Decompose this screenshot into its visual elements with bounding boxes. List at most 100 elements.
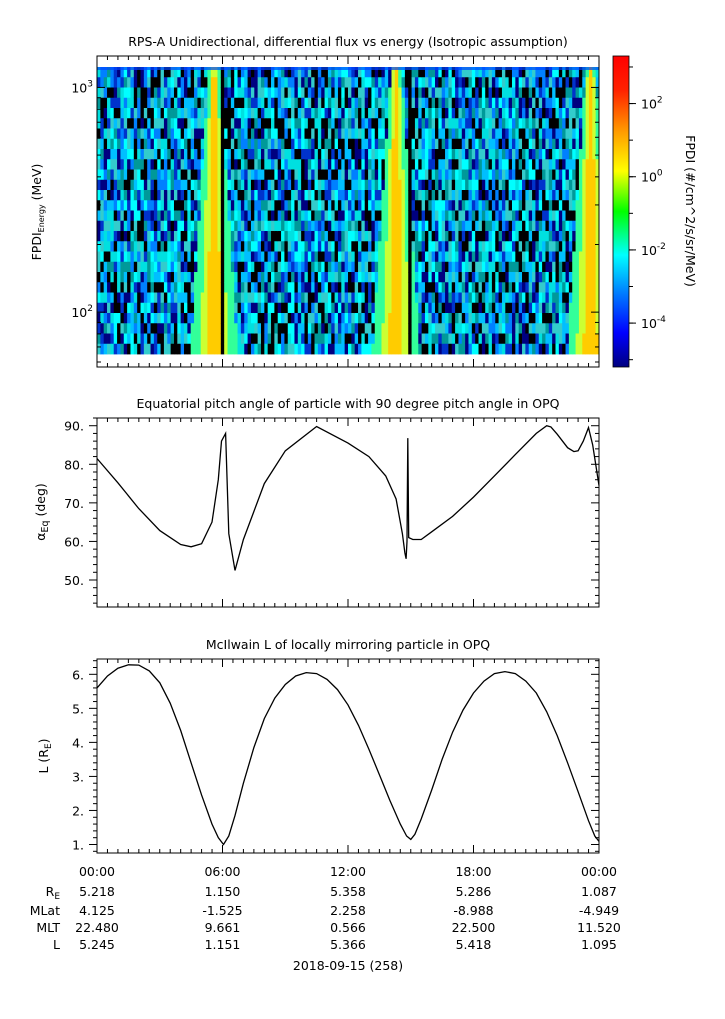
spectrogram-cell xyxy=(227,169,232,181)
spectrogram-cell xyxy=(237,77,242,88)
spectrogram-cell xyxy=(418,118,423,129)
spectrogram-cell xyxy=(274,210,279,222)
spectrogram-cell xyxy=(197,149,202,160)
spectrogram-cell xyxy=(498,343,503,355)
spectrogram-cell xyxy=(555,220,560,232)
spectrogram-cell xyxy=(528,323,533,334)
spectrogram-cell xyxy=(190,200,195,211)
spectrogram-cell xyxy=(244,97,248,109)
spectrogram-cell xyxy=(267,313,272,324)
spectrogram-cell xyxy=(327,159,332,170)
spectrogram-cell xyxy=(478,282,483,293)
spectrogram-cell xyxy=(204,272,208,283)
spectrogram-cell xyxy=(535,190,540,201)
spectrogram-cell xyxy=(384,108,389,119)
spectrogram-cell xyxy=(294,210,299,222)
spectrogram-cell xyxy=(465,138,469,150)
spectrogram-cell xyxy=(143,251,148,263)
spectrogram-cell xyxy=(461,77,466,88)
spectrogram-cell xyxy=(358,179,362,191)
spectrogram-cell xyxy=(578,200,583,211)
spectrogram-cell xyxy=(401,282,406,293)
spectrogram-cell xyxy=(127,87,131,99)
spectrogram-cell xyxy=(234,241,238,252)
spectrogram-cell xyxy=(140,159,145,170)
spectrogram-cell xyxy=(445,241,449,252)
spectrogram-cell xyxy=(535,282,540,293)
spectrogram-cell xyxy=(230,261,235,273)
spectrogram-cell xyxy=(337,97,342,109)
spectrogram-cell xyxy=(508,302,513,314)
spectrogram-cell xyxy=(575,97,580,109)
spectrogram-cell xyxy=(435,67,439,78)
spectrogram-cell xyxy=(97,292,101,304)
spectrogram-cell xyxy=(317,210,322,222)
spectrogram-cell xyxy=(210,261,215,273)
spectrogram-cell xyxy=(113,261,118,273)
spectrogram-cell xyxy=(495,323,499,334)
spectrogram-cell xyxy=(180,77,185,88)
spectrogram-cell xyxy=(411,169,416,181)
spectrogram-cell xyxy=(187,343,192,355)
spectrogram-cell xyxy=(414,282,419,293)
spectrogram-cell xyxy=(428,179,433,191)
spectrogram-cell xyxy=(368,343,372,355)
spectrogram-cell xyxy=(528,343,533,355)
spectrogram-cell xyxy=(388,128,392,140)
spectrogram-cell xyxy=(341,138,346,150)
spectrogram-cell xyxy=(404,159,409,170)
spectrogram-cell xyxy=(294,333,299,345)
spectrogram-cell xyxy=(428,261,433,273)
spectrogram-cell xyxy=(217,108,222,119)
spectrogram-cell xyxy=(173,190,178,201)
spectrogram-cell xyxy=(414,231,419,242)
spectrogram-cell xyxy=(291,169,295,181)
spectrogram-cell xyxy=(177,343,182,355)
spectrogram-cell xyxy=(187,67,192,78)
spectrogram-cell xyxy=(568,159,573,170)
spectrogram-cell xyxy=(374,302,379,314)
spectrogram-cell xyxy=(197,282,202,293)
spectrogram-cell xyxy=(110,241,115,252)
spectrogram-cell xyxy=(210,118,215,129)
spectrogram-cell xyxy=(578,333,583,345)
spectrogram-cell xyxy=(465,220,469,232)
spectrogram-cell xyxy=(491,251,496,263)
spectrogram-cell xyxy=(572,200,576,211)
spectrogram-cell xyxy=(271,261,275,273)
spectrogram-cell xyxy=(97,87,101,99)
spectrogram-cell xyxy=(177,190,182,201)
spectrogram-cell xyxy=(250,118,255,129)
spectrogram-cell xyxy=(478,179,483,191)
spectrogram-cell xyxy=(388,272,392,283)
spectrogram-cell xyxy=(254,87,259,99)
spectrogram-cell xyxy=(337,67,342,78)
spectrogram-cell xyxy=(354,190,359,201)
spectrogram-cell xyxy=(358,272,362,283)
spectrogram-cell xyxy=(304,149,309,160)
spectrogram-cell xyxy=(237,118,242,129)
spectrogram-cell xyxy=(535,87,540,99)
spectrogram-cell xyxy=(491,108,496,119)
spectrogram-cell xyxy=(374,67,379,78)
spectrogram-cell xyxy=(364,220,369,232)
spectrogram-cell xyxy=(525,210,530,222)
spectrogram-cell xyxy=(461,97,466,109)
spectrogram-cell xyxy=(364,108,369,119)
spectrogram-cell xyxy=(411,179,416,191)
spectrogram-cell xyxy=(465,282,469,293)
spectrogram-cell xyxy=(455,159,459,170)
spectrogram-cell xyxy=(187,302,192,314)
spectrogram-cell xyxy=(127,313,131,324)
spectrogram-cell xyxy=(518,77,523,88)
spectrogram-cell xyxy=(508,77,513,88)
spectrogram-cell xyxy=(137,128,141,140)
spectrogram-cell xyxy=(110,282,115,293)
spectrogram-cell xyxy=(143,87,148,99)
spectrogram-cell xyxy=(281,343,285,355)
spectrogram-cell xyxy=(358,333,362,345)
spectrogram-cell xyxy=(167,251,172,263)
spectrogram-cell xyxy=(307,118,312,129)
spectrogram-cell xyxy=(194,108,198,119)
spectrogram-cell xyxy=(545,77,550,88)
